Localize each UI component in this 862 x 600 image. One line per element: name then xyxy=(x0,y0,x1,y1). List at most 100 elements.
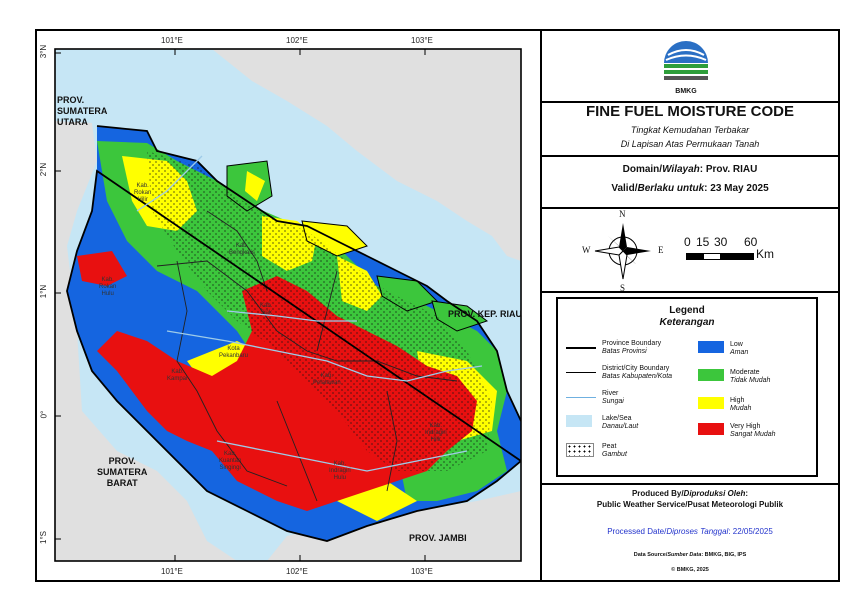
legend-moderate: Moderate Tidak Mudah xyxy=(730,369,771,384)
river-indragiri xyxy=(216,440,468,472)
producer-line2: Public Weather Service/Pusat Meteorologi… xyxy=(596,500,784,509)
valid-line: Valid/Berlaku untuk: 23 May 2025 xyxy=(611,183,769,194)
district-boundary xyxy=(206,210,268,292)
legend-very-high: Very High Sangat Mudah xyxy=(730,423,776,438)
scale-tick-0: 0 xyxy=(684,235,691,249)
lon-label-103-bottom: 103°E xyxy=(411,567,433,576)
compass-s: S xyxy=(620,283,626,293)
legend-river: River Sungai xyxy=(602,390,624,405)
data-source: Data Source/Sumber Data: BMKG, BIG, IPS xyxy=(633,552,747,558)
graticule-ticks xyxy=(55,49,426,561)
regency-indragiri-hulu: Kab. Indragiri Hulu xyxy=(329,461,351,481)
legend-moderate-swatch xyxy=(698,369,724,381)
regency-kampar: Kab. Kampar xyxy=(167,369,189,382)
legend-province: Province Boundary Batas Provinsi xyxy=(602,340,662,355)
label-sumut: PROV. SUMATERA UTARA xyxy=(57,95,108,127)
regency-rokan-hilir: Kab. Rokan Hilir xyxy=(134,183,152,203)
copyright: © BMKG, 2025 xyxy=(671,567,709,573)
district-boundary xyxy=(276,400,318,502)
compass-n: N xyxy=(619,209,626,219)
legend: Legend Keterangan Province Boundary Batas… xyxy=(556,297,818,477)
processed-date: Processed Date/Diproses Tanggal: 22/05/2… xyxy=(607,527,773,536)
domain-line: Domain/Wilayah: Prov. RIAU xyxy=(622,164,758,175)
label-jambi: PROV. JAMBI xyxy=(409,533,467,543)
north-arrow: N S W E xyxy=(582,209,664,293)
district-boundary xyxy=(156,260,458,382)
lon-label-101-bottom: 101°E xyxy=(161,567,183,576)
lon-label-102-bottom: 102°E xyxy=(286,567,308,576)
neighbor-land-peninsula xyxy=(212,49,521,261)
neighbor-land-west xyxy=(55,121,237,561)
compass-e: E xyxy=(658,245,664,255)
legend-very-high-swatch xyxy=(698,423,724,435)
scale-bar: 0 15 30 60 Km xyxy=(684,235,804,275)
regency-pekanbaru: Kota Pekanbaru xyxy=(219,346,249,359)
map-subtitle-1: Tingkat Kemudahan Terbakar xyxy=(630,125,750,135)
scale-tick-30: 30 xyxy=(714,235,728,249)
district-boundary xyxy=(386,390,398,492)
legend-high: High Mudah xyxy=(730,397,752,412)
divider xyxy=(542,155,838,157)
compass-w: W xyxy=(582,245,591,255)
district-boundary xyxy=(316,270,338,352)
map-title: FINE FUEL MOISTURE CODE xyxy=(585,103,795,120)
island-rupat-high xyxy=(245,171,265,201)
regency-rokan-hulu: Kab. Rokan Hulu xyxy=(99,277,117,297)
river-siak xyxy=(226,310,357,322)
lon-label-102-top: 102°E xyxy=(286,36,308,45)
info-panel: BMKG FINE FUEL MOISTURE CODE Tingkat Kem… xyxy=(540,31,838,580)
legend-low: Low Aman xyxy=(730,341,749,356)
lat-label-1s: 1°S xyxy=(38,531,48,544)
label-kepri: PROV. KEP. RIAU xyxy=(447,309,523,319)
divider xyxy=(542,483,838,485)
legend-subtitle: Keterangan xyxy=(659,317,715,328)
river-kampar xyxy=(166,330,483,382)
fwi-map[interactable] xyxy=(37,31,540,580)
regency-kuantan-singingi: Kab. Kuantan Singingi xyxy=(219,451,242,471)
lat-label-3n: 3°N xyxy=(39,44,49,59)
legend-title: Legend xyxy=(669,305,705,316)
map-frame xyxy=(35,29,840,582)
divider xyxy=(542,101,838,103)
neighbor-land-jambi xyxy=(267,491,521,561)
bmkg-logo: BMKG xyxy=(658,37,714,95)
bmkg-logo-icon xyxy=(664,41,708,80)
compass-rose-icon xyxy=(594,223,651,280)
regency-siak: Kab. Siak xyxy=(260,303,273,316)
legend-peat: Peat Gambut xyxy=(602,443,627,458)
river-rokan xyxy=(136,155,203,212)
high-zone-south[interactable] xyxy=(337,481,417,521)
scale-tick-15: 15 xyxy=(696,235,710,249)
very-high-zone-north[interactable] xyxy=(77,251,127,286)
legend-province-swatch xyxy=(566,347,596,349)
legend-river-swatch xyxy=(566,397,596,398)
scale-tick-60: 60 xyxy=(744,235,758,249)
legend-high-swatch xyxy=(698,397,724,409)
regency-indragiri-hilir: Kab. Indragiri Hilir xyxy=(425,423,447,443)
legend-lake-swatch xyxy=(566,415,592,427)
lon-label-103-top: 103°E xyxy=(411,36,433,45)
regency-pelalawan: Kab. Pelalawan xyxy=(313,373,341,386)
legend-district-swatch xyxy=(566,372,596,373)
label-sumbar: PROV. SUMATERA BARAT xyxy=(97,456,148,488)
lat-label-0: 0° xyxy=(39,410,49,419)
map-area[interactable]: 101°E 102°E 103°E 101°E 102°E 103°E 3°N … xyxy=(37,31,540,580)
regency-bengkalis: Kab. Bengkalis xyxy=(229,243,256,256)
district-boundary xyxy=(176,260,288,487)
legend-district: District/City Boundary Batas Kabupaten/Ko… xyxy=(602,365,673,380)
peat-overlay xyxy=(147,151,492,471)
scale-unit: Km xyxy=(756,247,774,261)
divider xyxy=(542,207,838,209)
legend-low-swatch xyxy=(698,341,724,353)
legend-lake: Lake/Sea Danau/Laut xyxy=(602,415,639,430)
map-subtitle-2: Di Lapisan Atas Permukaan Tanah xyxy=(620,139,760,149)
lat-label-1n: 1°N xyxy=(39,284,49,299)
producer-line1: Produced By/Diproduksi Oleh: xyxy=(631,489,749,498)
bmkg-logo-text: BMKG xyxy=(675,88,697,95)
province-boundary xyxy=(66,125,521,542)
legend-peat-swatch xyxy=(566,443,594,457)
lon-label-101-top: 101°E xyxy=(161,36,183,45)
lat-label-2n: 2°N xyxy=(39,162,49,177)
map-neatline xyxy=(54,48,522,562)
divider xyxy=(542,291,838,293)
